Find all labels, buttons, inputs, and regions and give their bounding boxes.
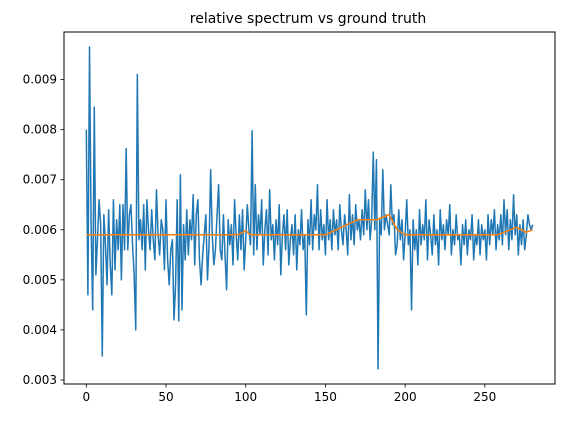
x-tick-label: 50 [158, 390, 173, 404]
x-tick-label: 150 [314, 390, 337, 404]
y-tick-label: 0.005 [23, 273, 57, 287]
x-tick-label: 200 [394, 390, 417, 404]
y-tick-label: 0.008 [23, 123, 57, 137]
y-tick-label: 0.003 [23, 373, 57, 387]
chart-title: relative spectrum vs ground truth [190, 11, 426, 27]
x-tick-label: 250 [473, 390, 496, 404]
x-axis: 0 50 100 150 200 250 [82, 384, 496, 404]
series-line-1 [85, 46, 534, 370]
y-axis: 0.003 0.004 0.005 0.006 0.007 0.008 0.009 [23, 73, 64, 387]
plot-area [85, 46, 534, 370]
x-tick-label: 0 [82, 390, 90, 404]
y-tick-label: 0.007 [23, 173, 57, 187]
y-tick-label: 0.004 [23, 323, 57, 337]
series-line-2 [86, 214, 533, 236]
y-tick-label: 0.009 [23, 73, 57, 87]
y-tick-label: 0.006 [23, 223, 57, 237]
x-tick-label: 100 [234, 390, 257, 404]
axes-frame [63, 31, 556, 385]
